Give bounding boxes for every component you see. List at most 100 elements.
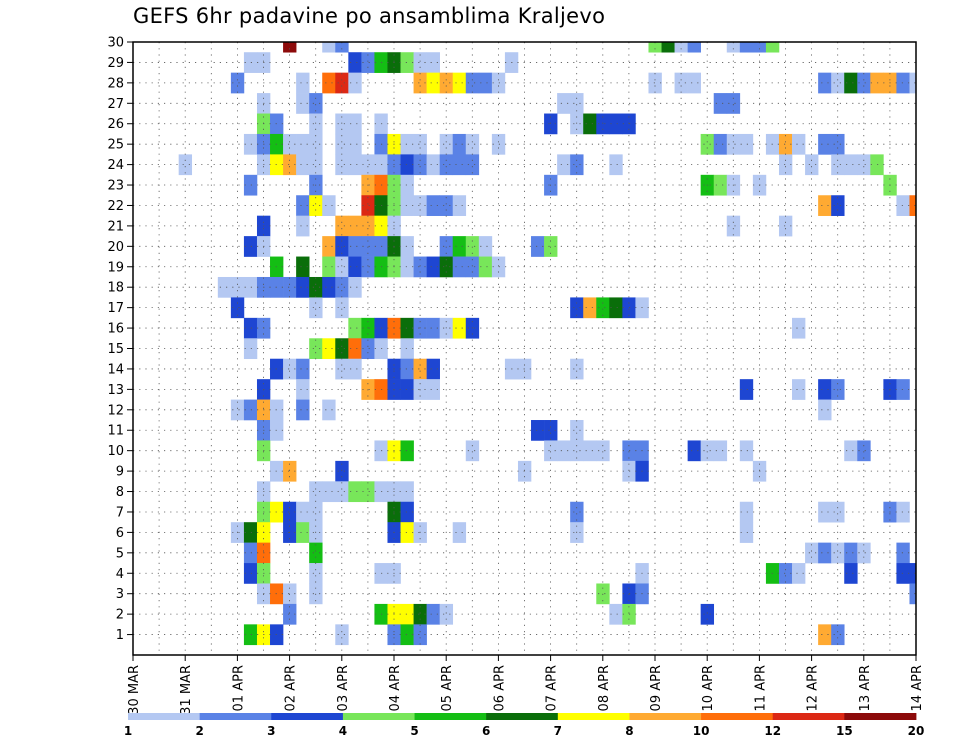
heatmap-cell: [844, 563, 858, 584]
heatmap-cell: [778, 563, 793, 584]
heatmap-cell: [544, 440, 558, 462]
heatmap-cell: [544, 420, 558, 441]
heatmap-cell: [309, 338, 323, 360]
heatmap-cell: [439, 603, 454, 625]
heatmap-cell: [348, 236, 362, 257]
heatmap-cell: [452, 522, 467, 543]
heatmap-cell: [243, 563, 258, 584]
heatmap-cell: [348, 154, 362, 176]
heatmap-cell: [870, 72, 884, 94]
heatmap-cell: [831, 542, 845, 564]
y-tick-label: 29: [107, 56, 124, 71]
heatmap-cell: [713, 174, 728, 196]
heatmap-cell: [296, 256, 310, 278]
heatmap-cell: [596, 113, 610, 135]
heatmap-cell: [739, 379, 754, 400]
heatmap-cell: [765, 42, 780, 53]
heatmap-cell: [739, 42, 754, 53]
y-tick-label: 14: [107, 362, 124, 377]
x-tick-label: 09 APR: [649, 665, 664, 711]
heatmap-cell: [831, 195, 845, 216]
heatmap-cell: [400, 256, 414, 278]
heatmap-cell: [544, 236, 558, 257]
heatmap-cell: [609, 113, 623, 135]
heatmap-cell: [570, 358, 584, 380]
heatmap-cell: [726, 42, 741, 53]
heatmap-cell: [426, 72, 440, 94]
heatmap-cell: [857, 542, 871, 564]
x-tick-label: 13 APR: [858, 665, 873, 711]
heatmap-cell: [687, 440, 701, 462]
heatmap-cell: [413, 603, 427, 625]
heatmap-cell: [283, 501, 297, 523]
heatmap-cell: [335, 276, 349, 298]
heatmap-cell: [243, 522, 258, 543]
heatmap-cell: [413, 72, 427, 94]
y-tick-label: 27: [107, 97, 124, 112]
heatmap-cell: [230, 297, 245, 319]
heatmap-cell: [739, 440, 754, 462]
y-tick-label: 2: [116, 608, 124, 623]
heatmap-cell: [713, 440, 728, 462]
heatmap-cell: [322, 72, 336, 94]
heatmap-cell: [439, 256, 454, 278]
heatmap-cell: [322, 481, 336, 503]
heatmap-cell: [739, 522, 754, 543]
heatmap-cell: [243, 338, 258, 360]
heatmap-cell: [818, 501, 832, 523]
heatmap-cell: [335, 236, 349, 257]
heatmap-cell: [818, 542, 832, 564]
heatmap-cell: [230, 399, 245, 421]
heatmap-cell: [439, 236, 454, 257]
heatmap-cell: [348, 215, 362, 237]
heatmap-cell: [413, 256, 427, 278]
heatmap-cell: [400, 522, 414, 543]
heatmap-cell: [400, 52, 414, 73]
heatmap-cell: [296, 195, 310, 216]
heatmap-cell: [361, 236, 375, 257]
heatmap-cell: [348, 276, 362, 298]
heatmap-cell: [544, 113, 558, 135]
y-tick-label: 15: [107, 342, 124, 357]
heatmap-cell: [309, 542, 323, 564]
y-tick-label: 4: [116, 567, 124, 582]
y-tick-label: 11: [107, 424, 124, 439]
heatmap-cell: [309, 133, 323, 155]
y-tick-label: 24: [107, 158, 124, 173]
heatmap-cell: [778, 215, 793, 237]
heatmap-cell: [348, 52, 362, 73]
heatmap-cell: [400, 603, 414, 625]
heatmap-cell: [831, 154, 845, 176]
heatmap-cell: [400, 236, 414, 257]
legend-tick-label: 7: [554, 724, 562, 738]
heatmap-cell: [491, 72, 506, 94]
legend-tick-label: 4: [339, 724, 347, 738]
heatmap-cell: [818, 624, 832, 646]
chart-title: GEFS 6hr padavine po ansamblima Kraljevo: [133, 4, 606, 28]
heatmap-cell: [335, 215, 349, 237]
heatmap-cell: [439, 72, 454, 94]
heatmap-cell: [322, 276, 336, 298]
heatmap-cell: [870, 154, 884, 176]
heatmap-cell: [361, 195, 375, 216]
x-tick-label: 30 MAR: [127, 665, 142, 715]
legend-swatch: [128, 713, 201, 720]
y-tick-label: 10: [107, 444, 124, 459]
heatmap-cell: [296, 379, 310, 400]
x-tick-label: 05 APR: [440, 665, 455, 711]
heatmap-cell: [348, 72, 362, 94]
heatmap-cell: [296, 72, 310, 94]
heatmap-cell: [322, 338, 336, 360]
heatmap-cell: [557, 440, 571, 462]
x-axis: 30 MAR 31 MAR 01 APR 02 APR 03 APR 04 APR 05 A…: [127, 655, 925, 715]
y-tick-label: 7: [116, 505, 124, 520]
heatmap-cell: [452, 256, 467, 278]
heatmap-cell: [309, 481, 323, 503]
heatmap-cell: [348, 358, 362, 380]
heatmap-cell: [217, 276, 232, 298]
y-tick-label: 20: [107, 240, 124, 255]
heatmap-cell: [296, 215, 310, 237]
y-tick-label: 25: [107, 138, 124, 153]
heatmap-cell: [296, 133, 310, 155]
heatmap-cell: [792, 317, 806, 339]
